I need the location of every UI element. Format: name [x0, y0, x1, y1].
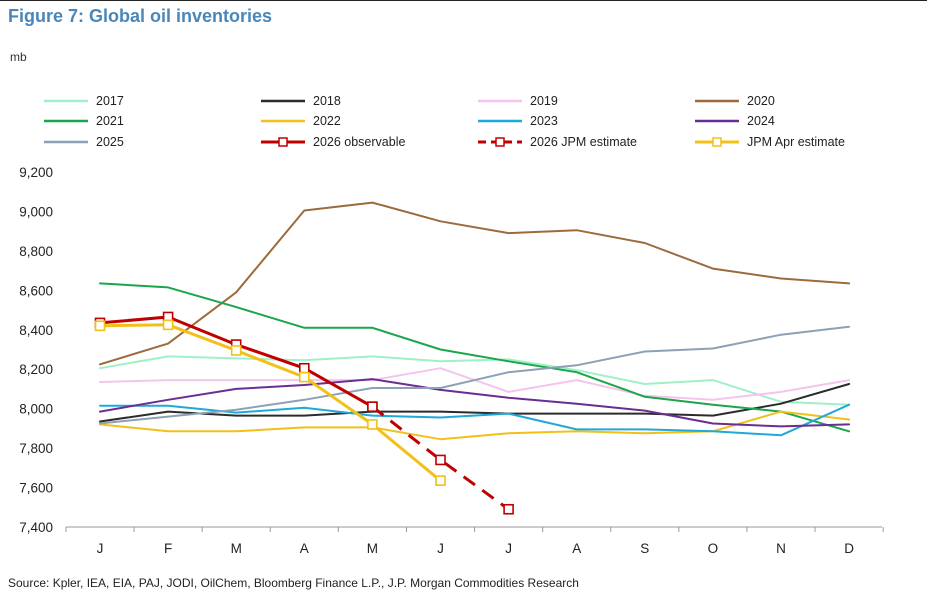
legend-swatch	[478, 119, 522, 123]
y-tick-label: 8,000	[19, 402, 53, 417]
series-line-2025	[99, 325, 851, 425]
legend-label: 2021	[96, 114, 124, 128]
legend-label: JPM Apr estimate	[747, 135, 845, 149]
legend-swatch	[261, 119, 305, 123]
x-tick-label: O	[708, 541, 719, 556]
legend-label: 2018	[313, 94, 341, 108]
legend-item-2022: 2022	[259, 113, 341, 129]
data-point-marker-jpm-apr-estimate	[435, 475, 446, 486]
legend-label: 2023	[530, 114, 558, 128]
line-chart: 7,400 7,600 7,800 8,000 8,200 8,400 8,600 8,800…	[19, 165, 884, 556]
legend-item-2024: 2024	[693, 113, 775, 129]
x-tick-label: M	[367, 541, 378, 556]
legend-label: 2022	[313, 114, 341, 128]
legend-swatch	[478, 137, 522, 147]
series-line-2026-jpm-estimate	[371, 405, 510, 511]
legend-swatch	[44, 119, 88, 123]
data-point-marker-jpm-apr-estimate	[162, 319, 174, 331]
top-border-line	[0, 0, 927, 1]
data-point-marker-2026-jpm-estimate	[435, 454, 446, 466]
legend-label: 2017	[96, 94, 124, 108]
data-point-marker-2026-jpm-estimate	[367, 401, 378, 412]
legend-item-2020: 2020	[693, 93, 775, 109]
legend-label: 2024	[747, 114, 775, 128]
y-tick-label: 7,400	[19, 520, 53, 535]
series-line-2021	[99, 282, 851, 433]
source-note: Source: Kpler, IEA, EIA, PAJ, JODI, OilC…	[8, 576, 579, 590]
series-line-2022	[99, 410, 851, 441]
legend-swatch	[695, 99, 739, 103]
legend-label: 2025	[96, 135, 124, 149]
legend-item-2019: 2019	[476, 93, 558, 109]
data-point-marker-jpm-apr-estimate	[367, 419, 378, 430]
series-line-2020	[99, 201, 851, 366]
data-point-marker-2026-jpm-estimate	[503, 503, 514, 515]
legend-swatch	[261, 137, 305, 147]
legend-label: 2026 JPM estimate	[530, 135, 637, 149]
legend-item-2021: 2021	[42, 113, 124, 129]
legend-item-2026-jpm-estimate: 2026 JPM estimate	[476, 134, 637, 150]
x-tick-label: J	[437, 541, 444, 556]
legend-swatch	[44, 99, 88, 103]
legend-swatch	[695, 119, 739, 123]
x-tick-label: S	[640, 541, 649, 556]
legend-item-2018: 2018	[259, 93, 341, 109]
legend-label: 2019	[530, 94, 558, 108]
y-tick-label: 8,200	[19, 362, 53, 377]
legend-item-2025: 2025	[42, 134, 124, 150]
series-line-2019	[99, 367, 851, 401]
x-tick-label: M	[231, 541, 242, 556]
y-tick-label: 8,600	[19, 283, 53, 298]
x-tick-label: F	[164, 541, 172, 556]
x-tick-label: J	[505, 541, 512, 556]
series-line-2024	[99, 378, 851, 428]
y-tick-label: 7,800	[19, 441, 53, 456]
data-point-marker-jpm-apr-estimate	[298, 371, 310, 383]
y-tick-label: 9,200	[19, 165, 53, 180]
x-tick-label: A	[572, 541, 581, 556]
legend-swatch	[261, 99, 305, 103]
legend-item-2026-observable: 2026 observable	[259, 134, 405, 150]
legend-item-jpm-apr-estimate: JPM Apr estimate	[693, 134, 845, 150]
legend-swatch	[695, 137, 739, 147]
legend-swatch	[478, 99, 522, 103]
data-point-marker-jpm-apr-estimate	[230, 345, 242, 356]
series-line-2018	[99, 383, 851, 423]
x-tick-label: A	[300, 541, 309, 556]
series-line-2017	[99, 355, 851, 406]
x-tick-label: D	[844, 541, 854, 556]
series-line-jpm-apr-estimate	[98, 323, 442, 483]
legend-label: 2020	[747, 94, 775, 108]
legend-label: 2026 observable	[313, 135, 406, 149]
legend-swatch	[44, 140, 88, 144]
y-tick-label: 9,000	[19, 204, 53, 219]
y-tick-label: 8,400	[19, 323, 53, 338]
legend-item-2023: 2023	[476, 113, 558, 129]
y-tick-label: 8,800	[19, 244, 53, 259]
x-tick-label: J	[97, 541, 104, 556]
y-tick-label: 7,600	[19, 481, 53, 496]
data-point-marker-jpm-apr-estimate	[94, 320, 106, 332]
figure-title: Figure 7: Global oil inventories	[8, 6, 273, 26]
data-point-marker-2026-observable	[298, 362, 310, 374]
legend-item-2017: 2017	[42, 93, 124, 109]
x-tick-label: N	[776, 541, 786, 556]
y-axis-unit-label: mb	[10, 50, 27, 64]
